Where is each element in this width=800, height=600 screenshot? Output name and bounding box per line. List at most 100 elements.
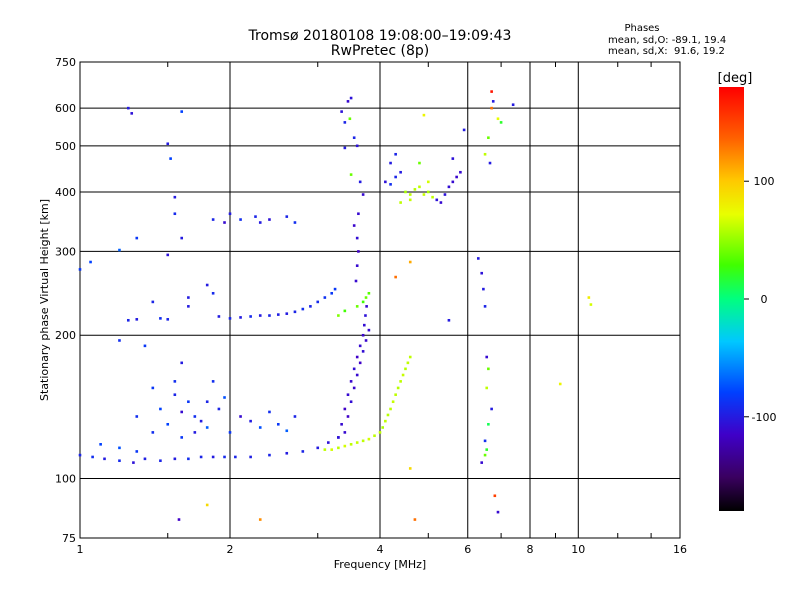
data-point [394,152,397,156]
data-point [483,152,487,156]
data-point [151,431,155,434]
data-point [159,407,162,411]
x-tick-labels: 1 2 4 6 8 10 16 [77,543,688,556]
data-point [180,236,184,240]
data-point [394,175,397,179]
data-point [346,415,350,418]
data-point [343,146,347,150]
data-point [487,422,490,426]
data-point [180,436,184,439]
data-point [268,410,271,414]
y-tick-label: 75 [62,532,76,545]
data-point [589,303,593,306]
data-point [180,361,184,365]
data-point [346,100,350,103]
stats-heading: Phases [624,23,659,34]
data-point [404,190,407,194]
data-point [348,117,352,121]
data-point [169,157,172,160]
data-point [488,161,492,165]
data-point [340,422,343,426]
data-point [496,117,500,121]
data-point [205,283,209,287]
data-point [258,518,262,521]
data-point [386,413,390,417]
chart-title-line1: Tromsø 20180108 19:08:00–19:09:43 [248,28,512,44]
data-point [352,136,356,140]
data-point [78,268,82,271]
data-point [381,426,384,429]
data-point [258,314,262,317]
data-point [166,253,170,257]
data-point [343,444,347,448]
data-point [205,503,209,507]
data-point [355,144,359,148]
data-point [406,361,410,365]
data-point [447,185,451,189]
data-point [239,316,242,319]
data-point [143,344,147,348]
data-point [365,305,368,308]
data-point [330,291,334,295]
data-point [485,448,489,451]
stats-line-o: mean, sd,O: -89.1, 19.4 [608,35,726,46]
stats-line-x: mean, sd,X: 91.6, 19.2 [608,46,725,57]
data-point [199,419,203,423]
data-point [135,236,139,240]
data-point [205,426,209,429]
data-point [126,318,130,322]
data-point [418,161,421,165]
data-point [490,106,493,110]
data-point [399,380,402,383]
data-point [118,339,121,342]
data-point [413,518,417,521]
data-point [480,271,484,275]
data-point [285,215,289,218]
data-point [394,275,397,279]
data-point [217,315,221,318]
data-point [118,248,121,252]
grid-lines [80,62,680,538]
data-point [349,173,353,176]
x-tick-label: 8 [527,543,534,556]
data-point [130,112,134,115]
data-point [187,305,190,308]
data-point [435,198,439,202]
data-point [173,457,177,461]
y-tick-label: 200 [55,329,76,342]
x-tick-label: 6 [464,543,471,556]
data-points [78,90,593,521]
data-point [249,315,252,318]
data-point [173,212,177,216]
data-point [293,415,297,418]
data-point [151,300,155,304]
data-point [118,459,121,463]
data-point [173,195,177,199]
data-point [355,441,359,444]
data-point [408,467,412,470]
colorbar-tick-label: 100 [754,175,775,188]
data-point [159,459,162,463]
data-point [389,161,392,165]
y-tick-label: 400 [55,186,76,199]
data-point [135,450,139,453]
data-point [352,224,356,227]
data-point [490,90,493,93]
data-point [228,431,232,434]
data-point [408,355,412,359]
x-tick-label: 10 [571,543,585,556]
data-point [268,453,271,457]
data-point [587,296,591,299]
data-point [337,314,340,317]
data-point [166,142,170,146]
data-point [394,393,397,397]
data-point [159,317,162,320]
data-point [327,441,330,444]
data-point [239,218,242,221]
data-point [228,317,232,320]
data-point [558,382,562,386]
data-point [352,386,356,390]
x-tick-label: 4 [377,543,384,556]
data-point [323,448,327,451]
data-point [355,264,359,267]
